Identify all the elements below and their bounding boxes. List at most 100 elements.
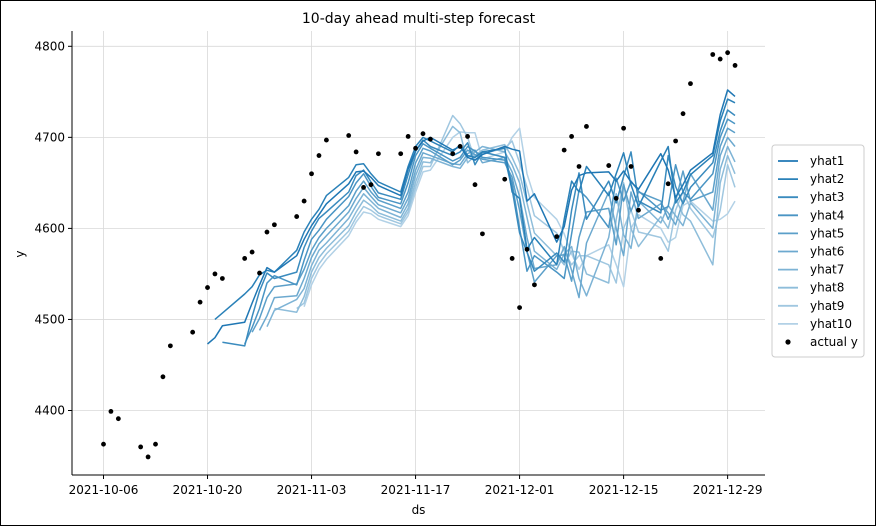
legend-label-yhat7: yhat7 [810,263,844,277]
actual-point [606,163,612,168]
series-line-yhat2 [214,98,736,320]
chart-title: 10-day ahead multi-step forecast [302,11,536,27]
actual-point [212,271,218,277]
actual-point [457,144,463,149]
actual-point [428,136,433,142]
x-tick-label: 2021-12-29 [693,483,763,497]
x-tick-label: 2021-12-15 [589,483,659,497]
actual-point [420,131,426,137]
actual-point [554,234,560,239]
actual-point [732,63,738,68]
actual-point [376,151,381,157]
actual-point [480,231,485,237]
y-tick-label: 4600 [34,221,65,235]
actual-points [101,50,738,460]
x-tick-label: 2021-12-01 [485,483,555,497]
actual-point [636,207,641,213]
legend-label-actual: actual y [810,335,858,349]
actual-point [576,164,582,169]
actual-point [153,441,158,447]
actual-point [472,182,478,188]
legend-label-yhat10: yhat10 [810,317,852,331]
actual-point [271,222,277,228]
legend-label-yhat2: yhat2 [810,172,844,186]
actual-point [450,151,456,157]
actual-point [242,256,248,261]
actual-point [665,181,671,187]
x-tick-label: 2021-10-20 [173,483,243,497]
actual-point [465,134,470,139]
actual-point [628,164,634,169]
legend-label-yhat8: yhat8 [810,281,844,295]
actual-point [346,133,352,138]
series-line-yhat9 [296,114,736,310]
actual-point [502,176,508,182]
actual-point [190,329,196,335]
axes: 2021-10-06 2021-10-20 2021-11-03 2021-11-17… [34,31,765,497]
legend-label-yhat4: yhat4 [810,208,844,222]
x-tick-label: 2021-11-17 [381,483,451,497]
y-tick-label: 4500 [34,312,65,326]
actual-point [301,198,307,204]
actual-point [257,270,262,276]
legend-label-yhat3: yhat3 [810,190,844,204]
y-tick-label: 4800 [34,39,65,53]
actual-point [197,299,203,305]
actual-point [115,416,121,422]
y-axis-title: y [13,250,27,257]
actual-point [324,137,329,143]
actual-point [398,151,404,157]
actual-point [167,343,173,349]
actual-point [219,276,225,281]
legend-label-yhat1: yhat1 [810,154,844,168]
actual-point [517,305,522,311]
actual-point [361,185,366,190]
series-line-yhat3 [222,109,736,347]
actual-point [368,182,374,188]
series-line-yhat10 [303,127,736,307]
actual-point [621,125,626,131]
actual-point [309,171,314,177]
series-line-yhat7 [266,145,736,328]
actual-point [524,246,530,252]
legend: yhat1 yhat2 yhat3 yhat4 yhat5 yhat6 yhat7 yhat8… [771,144,865,358]
actual-point [680,111,686,117]
actual-point [509,256,515,261]
actual-point [613,195,619,201]
y-tick-label: 4400 [34,404,65,418]
series-line-yhat8 [274,125,736,313]
actual-point [353,149,359,155]
actual-point [413,145,418,151]
x-tick-label: 2021-11-03 [277,483,347,497]
actual-point [101,441,106,447]
series-line-yhat1 [207,89,736,345]
actual-point [561,147,567,153]
legend-label-yhat9: yhat9 [810,299,844,313]
legend-label-yhat5: yhat5 [810,226,844,240]
series-line-yhat4 [244,118,736,345]
actual-point [725,50,731,56]
actual-point [205,285,210,290]
actual-point [405,134,411,139]
x-tick-label: 2021-10-06 [69,483,139,497]
actual-point [138,444,144,450]
y-tick-label: 4700 [34,130,65,144]
series-layer [207,89,736,347]
actual-point [145,454,151,460]
actual-point [673,138,679,144]
actual-point [688,81,693,87]
actual-point [160,374,166,380]
x-axis-title: ds [412,503,426,517]
actual-point [717,56,723,62]
actual-point [532,282,537,288]
actual-point [249,249,255,255]
actual-point [658,256,664,261]
actual-point [569,134,574,139]
actual-point [108,409,114,414]
legend-swatch-actual [785,339,791,345]
actual-point [294,214,300,219]
legend-label-yhat6: yhat6 [810,245,844,259]
actual-point [710,52,716,57]
